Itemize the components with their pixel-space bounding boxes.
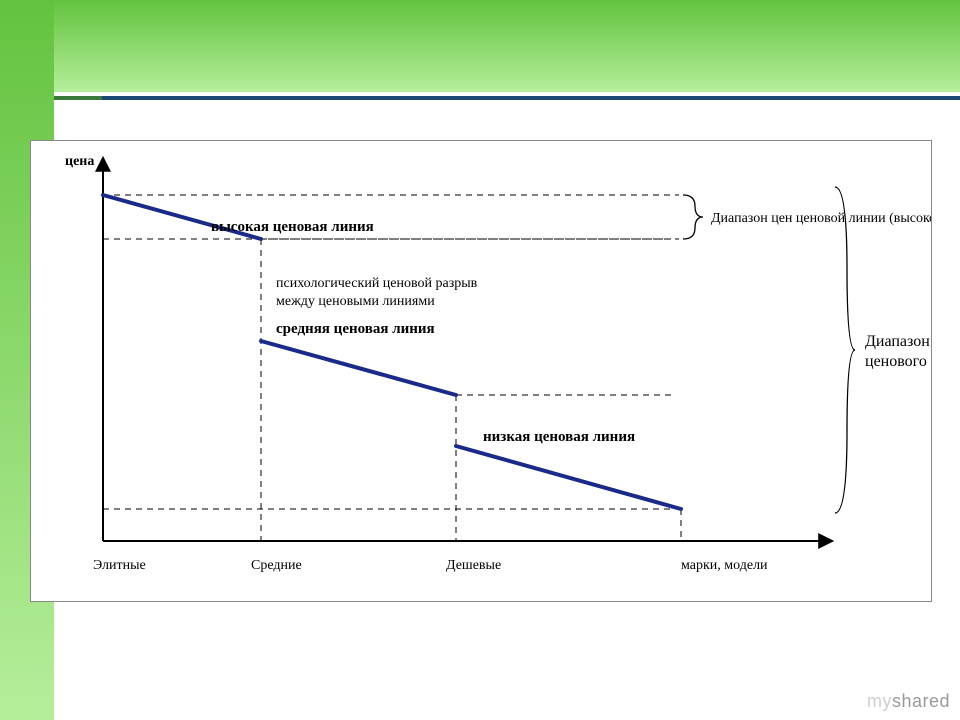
x-category-label: Средние: [251, 558, 302, 573]
annotation-full-range-line2: ценового ряда: [865, 353, 931, 370]
label-middle-line: средняя ценовая линия: [276, 321, 435, 337]
watermark-shared: shared: [892, 691, 950, 711]
brace-large: [835, 187, 855, 513]
annotation-full-range: Диапазон: [865, 333, 930, 350]
price-line-chart: цена Элитные Средние Дешевые марки, модели вы…: [31, 141, 931, 601]
annotation-psych-gap: психологический ценовой разрыв: [276, 276, 478, 291]
price-line-segment: [456, 446, 681, 509]
price-line-segment: [261, 341, 456, 395]
accent-line-blue: [102, 96, 960, 100]
watermark: myshared: [867, 691, 950, 712]
y-axis-label: цена: [65, 154, 94, 169]
annotation-range-high: Диапазон цен ценовой линии (высокой): [711, 211, 931, 226]
x-axis-label: марки, модели: [681, 558, 768, 573]
annotation-psych-gap-line2: между ценовыми линиями: [276, 294, 435, 309]
header-gradient-band: [0, 0, 960, 92]
watermark-my: my: [867, 691, 892, 711]
label-low-line: низкая ценовая линия: [483, 429, 635, 445]
label-high-line: высокая ценовая линия: [211, 219, 374, 235]
slide-stage: цена Элитные Средние Дешевые марки, модели вы…: [0, 0, 960, 720]
brace-small: [683, 195, 703, 239]
chart-panel: цена Элитные Средние Дешевые марки, модели вы…: [30, 140, 932, 602]
accent-line-green: [54, 96, 102, 100]
x-category-label: Дешевые: [446, 558, 501, 573]
x-category-label: Элитные: [93, 558, 146, 573]
